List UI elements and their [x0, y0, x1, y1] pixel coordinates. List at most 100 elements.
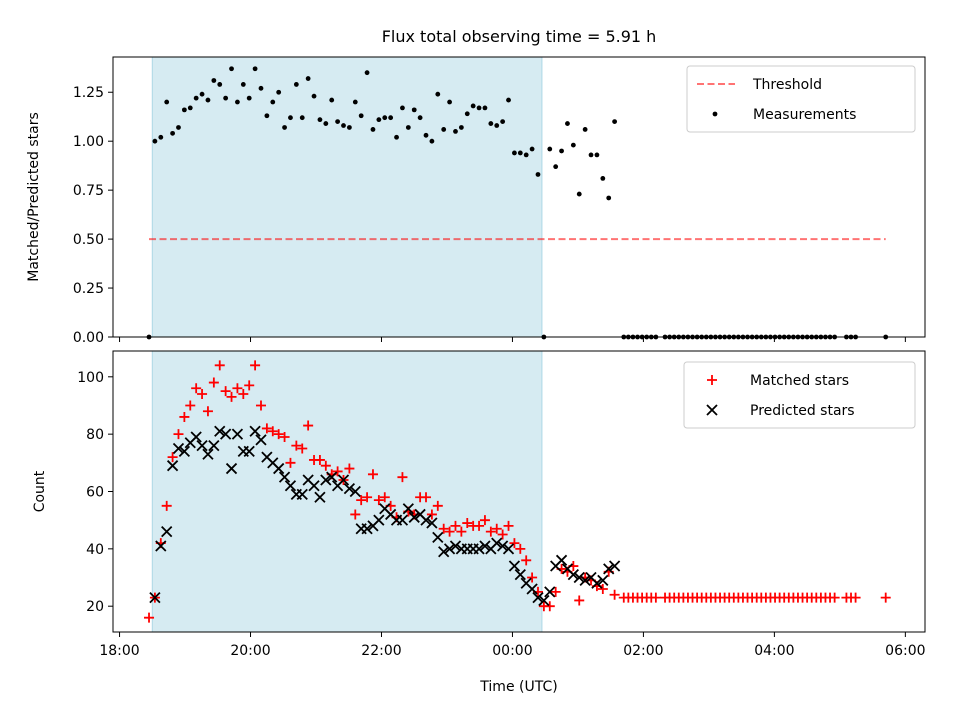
matched-point: [880, 592, 891, 603]
matched-point: [191, 383, 202, 394]
matched-point: [462, 518, 473, 529]
matched-point: [650, 592, 661, 603]
measurement-point: [187, 105, 193, 111]
predicted-point: [373, 514, 385, 526]
legend-swatch-predicted: [706, 404, 718, 416]
measurement-point: [458, 125, 464, 130]
matched-point: [255, 400, 266, 411]
measurement-point: [394, 134, 399, 140]
predicted-point: [502, 543, 515, 555]
x-tick-label: 02:00: [623, 643, 663, 659]
measurement-point: [388, 115, 394, 121]
measurement-point: [594, 152, 600, 158]
matched-point: [597, 583, 608, 594]
measurement-point: [576, 191, 582, 197]
measurement-point: [358, 113, 364, 119]
measurement-point: [288, 115, 293, 121]
matched-point: [238, 389, 249, 400]
measurement-point: [235, 99, 240, 105]
matched-point: [208, 377, 219, 388]
measurement-point: [441, 127, 447, 132]
bottom-panel: 18:00 20:00 22:00 00:00 02:00 04:00 06:00 20 40 6…: [32, 350, 926, 695]
measurement-point: [335, 119, 341, 125]
predicted-point: [603, 563, 615, 575]
predicted-point: [326, 471, 338, 483]
predicted-point: [567, 569, 579, 581]
matched-point: [214, 360, 225, 371]
predicted-point: [255, 434, 267, 446]
matched-point: [273, 429, 284, 440]
measurement-point: [323, 121, 329, 126]
matched-point: [450, 520, 461, 531]
matched-point: [426, 509, 437, 520]
predicted-point: [349, 485, 361, 498]
measurement-point: [311, 93, 317, 99]
y-tick-label: 1.25: [73, 85, 104, 101]
measurement-point: [264, 113, 270, 119]
predicted-point: [608, 560, 621, 572]
predicted-point: [337, 474, 350, 486]
matched-point: [279, 432, 290, 443]
predicted-point: [579, 574, 591, 587]
predicted-point: [479, 540, 491, 552]
measurement-point: [229, 66, 234, 72]
predicted-point: [526, 583, 538, 595]
y-axis-label: Matched/Predicted stars: [26, 112, 42, 282]
predicted-point: [320, 474, 332, 486]
measurement-point: [565, 121, 570, 126]
measurement-point: [470, 103, 476, 109]
measurement-point: [423, 132, 429, 138]
predicted-point: [273, 462, 285, 475]
predicted-point: [343, 482, 356, 495]
legend: Matched stars Predicted stars: [683, 361, 916, 429]
measurement-point: [582, 127, 588, 132]
measurement-point: [400, 105, 405, 111]
measurement-point: [352, 99, 358, 105]
measurement-point: [600, 175, 606, 181]
plot-frame: [112, 56, 926, 338]
matched-point: [515, 543, 526, 554]
matched-point: [497, 529, 508, 540]
measurement-point: [488, 121, 494, 126]
predicted-point: [308, 480, 320, 492]
predicted-point: [538, 594, 550, 607]
predicted-point: [396, 514, 409, 526]
predicted-point: [202, 448, 214, 460]
predicted-point: [208, 439, 220, 452]
matched-point: [202, 406, 213, 417]
measurement-point: [429, 138, 435, 144]
measurement-point: [382, 115, 388, 121]
legend-swatch-matched: [707, 375, 717, 385]
legend-label: Threshold: [752, 77, 822, 93]
predicted-point: [214, 425, 226, 437]
matched-point: [397, 472, 408, 483]
y-tick-label: 100: [77, 370, 104, 386]
predicted-point: [597, 574, 609, 587]
predicted-point: [491, 537, 503, 549]
measurement-point: [211, 78, 217, 83]
matched-point: [332, 466, 343, 477]
matched-point: [438, 523, 449, 534]
measurement-point: [341, 123, 346, 128]
y-tick-label: 1.00: [73, 134, 104, 150]
measurement-point: [164, 99, 170, 105]
observing-window-shade: [151, 56, 543, 338]
x-tick-label: 18:00: [99, 643, 139, 659]
matched-point: [503, 520, 514, 531]
matched-point: [267, 426, 278, 437]
series-predicted: [149, 425, 621, 607]
predicted-point: [432, 531, 444, 544]
predicted-point: [155, 540, 167, 552]
top-panel: 0.00 0.25 0.50 0.75 1.00 1.25 Matched/Predicte…: [26, 56, 926, 346]
x-tick-label: 06:00: [885, 643, 925, 659]
predicted-point: [443, 543, 456, 555]
matched-point: [197, 389, 208, 400]
matched-point: [527, 572, 538, 583]
predicted-point: [314, 491, 326, 503]
matched-point: [179, 411, 190, 422]
predicted-point: [438, 546, 450, 558]
measurement-point: [258, 85, 264, 91]
matched-point: [303, 420, 314, 431]
matched-point: [314, 454, 325, 465]
predicted-point: [296, 488, 308, 501]
